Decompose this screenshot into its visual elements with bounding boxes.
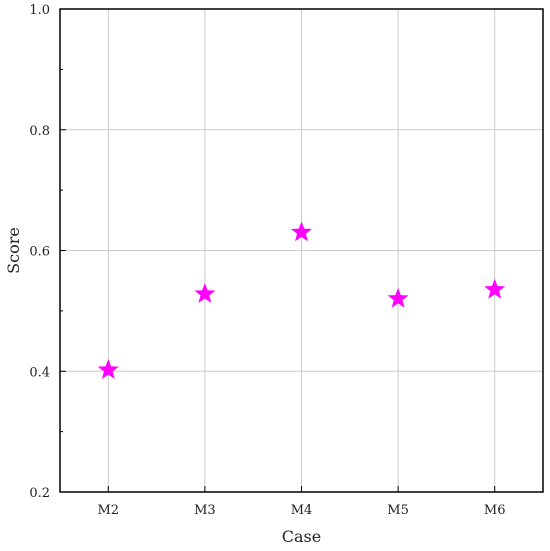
y-tick-label: 0.4 — [29, 365, 50, 380]
x-axis-label: Case — [282, 527, 321, 546]
data-point-star — [291, 221, 312, 242]
data-point-star — [97, 359, 119, 379]
y-tick-label: 0.2 — [29, 486, 50, 501]
axis-ticks: 0.2 0.4 0.6 0.8 1.0 M2 M3 M4 M5 M6 — [29, 3, 505, 518]
y-axis-label: Score — [4, 227, 23, 274]
data-point-star — [484, 278, 506, 299]
x-tick-label: M4 — [291, 503, 313, 518]
x-tick-label: M3 — [194, 503, 216, 518]
y-tick-label: 0.6 — [29, 245, 50, 260]
data-point-star — [387, 287, 409, 308]
y-tick-label: 1.0 — [29, 3, 50, 18]
data-points — [97, 221, 506, 379]
y-tick-label: 0.8 — [29, 124, 50, 139]
grid — [60, 9, 543, 492]
data-point-star — [194, 282, 216, 303]
x-tick-label: M2 — [98, 503, 120, 518]
x-tick-label: M6 — [484, 503, 506, 518]
x-tick-label: M5 — [387, 503, 409, 518]
